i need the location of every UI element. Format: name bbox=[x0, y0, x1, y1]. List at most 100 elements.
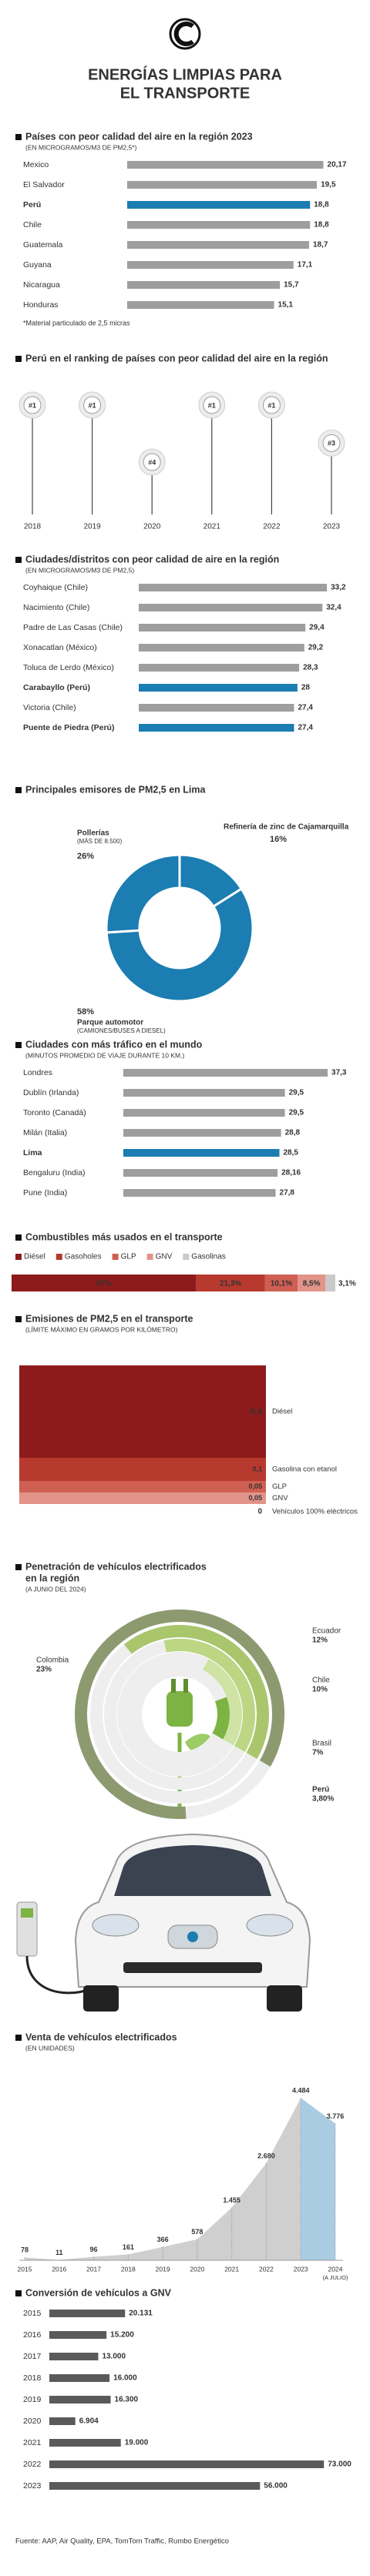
legend-swatch bbox=[183, 1254, 190, 1260]
chart-title: Principales emisores de PM2,5 en Lima bbox=[25, 784, 206, 795]
segment-note: (CAMIONES/BUSES A DIESEL) bbox=[77, 1027, 166, 1034]
legend-label: Gasolinas bbox=[191, 1253, 225, 1261]
donut-segment bbox=[105, 887, 254, 1003]
heading-bullet bbox=[15, 134, 22, 140]
value-label: 20.131 bbox=[129, 2310, 153, 2318]
value-label: 32,4 bbox=[326, 604, 341, 612]
bar bbox=[139, 724, 294, 732]
category-label: Lima bbox=[23, 1148, 42, 1157]
band-value: 0 bbox=[257, 1508, 262, 1516]
rank-label: #3 bbox=[328, 440, 335, 447]
legend-swatch bbox=[112, 1254, 119, 1260]
band-value: 0,05 bbox=[248, 1494, 262, 1502]
main-title: ENERGÍAS LIMPIAS PARA bbox=[88, 65, 282, 83]
chart-title: en la región bbox=[25, 1573, 79, 1583]
value-label: 15,7 bbox=[284, 281, 299, 290]
bar bbox=[49, 2310, 126, 2317]
bar bbox=[123, 1189, 276, 1197]
x-note: (A JULIO) bbox=[323, 2274, 348, 2281]
value-label: 73.000 bbox=[328, 2460, 352, 2469]
value-label: 96 bbox=[90, 2246, 98, 2253]
x-tick-label: 2015 bbox=[18, 2265, 32, 2273]
value-label: 29,2 bbox=[308, 644, 324, 652]
value-label: 28,5 bbox=[284, 1149, 299, 1157]
x-tick-label: 2022 bbox=[259, 2265, 274, 2273]
value-label: 15,1 bbox=[278, 301, 294, 310]
arc-label: Perú bbox=[312, 1786, 329, 1794]
value-label: 28,8 bbox=[285, 1129, 301, 1137]
arc-value: 7% bbox=[312, 1749, 324, 1757]
chart-title: Ciudades/distritos con peor calidad de a… bbox=[25, 554, 279, 564]
heading-bullet bbox=[15, 356, 22, 362]
x-tick-label: 2018 bbox=[121, 2265, 136, 2273]
year-label: 2022 bbox=[263, 523, 281, 531]
category-label: Xonacatlan (México) bbox=[23, 643, 97, 652]
bar bbox=[127, 181, 318, 189]
arc-label: Brasil bbox=[312, 1740, 331, 1748]
heading-bullet bbox=[15, 787, 22, 793]
value-label: 29,4 bbox=[309, 624, 325, 632]
chart-subtitle: (EN MICROGRAMOS/M3 DE PM2,5) bbox=[25, 566, 134, 574]
chart-title: Ciudades con más tráfico en el mundo bbox=[25, 1039, 203, 1050]
bar bbox=[127, 201, 311, 209]
chart-title: Combustibles más usados en el transporte bbox=[25, 1231, 223, 1242]
segment-value: 21,3% bbox=[220, 1280, 241, 1288]
x-tick-label: 2023 bbox=[294, 2265, 308, 2273]
bar bbox=[139, 684, 298, 692]
category-label: Padre de Las Casas (Chile) bbox=[23, 623, 123, 632]
value-label: 4.484 bbox=[292, 2087, 310, 2095]
value-label: 16.000 bbox=[113, 2374, 137, 2383]
legend-label: GLP bbox=[121, 1253, 136, 1261]
bar bbox=[49, 2396, 111, 2403]
bar-segment bbox=[325, 1275, 335, 1291]
bar bbox=[123, 1129, 281, 1137]
value-label: 56.000 bbox=[264, 2482, 288, 2491]
chart-title: Países con peor calidad del aire en la r… bbox=[25, 131, 253, 142]
bar-segment bbox=[264, 1275, 298, 1291]
category-label: Honduras bbox=[23, 300, 59, 310]
category-label: Toluca de Lerdo (México) bbox=[23, 663, 114, 672]
bar bbox=[139, 704, 294, 712]
category-label: 2021 bbox=[23, 2438, 42, 2447]
heading-bullet bbox=[15, 557, 22, 563]
category-label: 2020 bbox=[23, 2417, 42, 2426]
heading-bullet bbox=[15, 1564, 22, 1570]
rank-dot bbox=[203, 396, 221, 414]
segment-value: 26% bbox=[77, 852, 94, 861]
radial-arc bbox=[75, 1610, 284, 1819]
bar bbox=[127, 301, 274, 309]
rank-dot bbox=[23, 396, 42, 414]
footnote: *Material particulado de 2,5 micras bbox=[23, 319, 130, 327]
category-label: Coyhaique (Chile) bbox=[23, 583, 88, 592]
arc-label: Ecuador bbox=[312, 1627, 341, 1636]
band-label: Diésel bbox=[272, 1408, 292, 1416]
category-label: Pune (India) bbox=[23, 1188, 67, 1198]
bar bbox=[49, 2482, 261, 2490]
segment-label: Refinería de zinc de Cajamarquilla bbox=[224, 823, 349, 832]
car-illustration bbox=[16, 1833, 311, 2012]
value-label: 37,3 bbox=[331, 1069, 347, 1077]
value-label: 33,2 bbox=[331, 584, 346, 592]
bar bbox=[123, 1069, 328, 1077]
value-label: 3.776 bbox=[327, 2112, 345, 2120]
category-label: Chile bbox=[23, 220, 42, 229]
rank-label: #1 bbox=[208, 401, 216, 409]
chart-title: Emisiones de PM2,5 en el transporte bbox=[25, 1313, 193, 1324]
bar-segment bbox=[196, 1275, 265, 1291]
heading-bullet bbox=[15, 1234, 22, 1241]
chart-subtitle: (LÍMITE MÁXIMO EN GRAMOS POR KILÓMETRO) bbox=[25, 1325, 178, 1333]
chart-title: Penetración de vehículos electrificados bbox=[25, 1561, 207, 1572]
year-label: 2020 bbox=[143, 523, 161, 531]
value-label: 18,8 bbox=[314, 201, 329, 209]
bar bbox=[139, 604, 323, 611]
rank-dot bbox=[83, 396, 102, 414]
rank-dot bbox=[262, 396, 281, 414]
heading-bullet bbox=[15, 2035, 22, 2041]
legend-label: Gasoholes bbox=[65, 1253, 102, 1261]
x-tick-label: 2016 bbox=[52, 2265, 66, 2273]
x-tick-label: 2020 bbox=[190, 2265, 204, 2273]
category-label: Carabayllo (Perú) bbox=[23, 683, 90, 692]
bar bbox=[139, 644, 304, 652]
chart-title: Perú en el ranking de países con peor ca… bbox=[25, 353, 328, 363]
bar bbox=[49, 2353, 99, 2360]
